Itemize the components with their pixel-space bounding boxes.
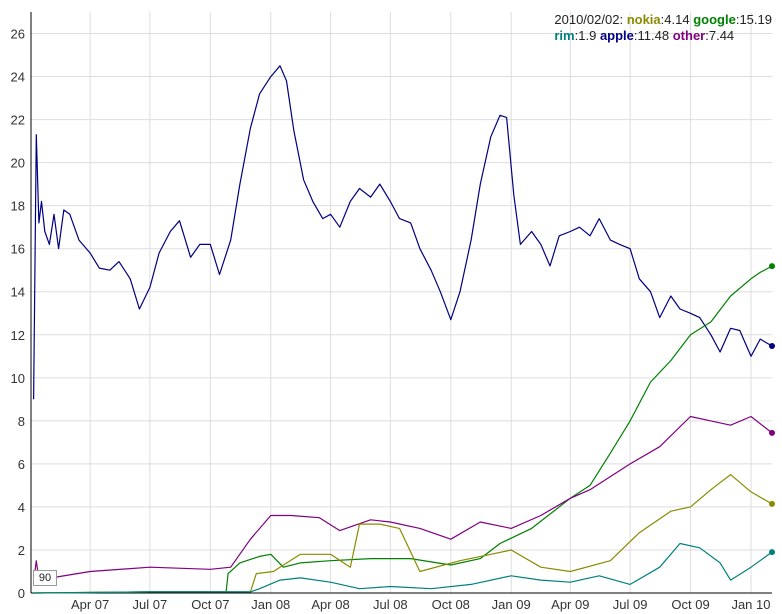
legend-google-value: 15.19 — [739, 12, 772, 27]
series-lines — [33, 65, 775, 594]
x-tick-label: Jan 09 — [492, 597, 531, 612]
series-line-google — [33, 265, 773, 594]
x-tick-label: Apr 07 — [71, 597, 109, 612]
legend-nokia-name: nokia — [626, 12, 661, 27]
legend-apple-name: apple — [599, 28, 634, 43]
legend-other-name: other — [672, 28, 706, 43]
y-tick-label: 14 — [11, 285, 25, 300]
series-line-other — [33, 415, 773, 583]
series-endpoint-other — [769, 429, 775, 436]
y-tick-label: 12 — [11, 328, 25, 343]
series-endpoint-apple — [769, 342, 775, 349]
y-tick-label: 10 — [11, 371, 25, 386]
x-tick-label: Oct 09 — [671, 597, 709, 612]
x-tick-label: Apr 09 — [551, 597, 589, 612]
y-tick-label: 26 — [11, 27, 25, 42]
legend-date: 2010/02/02: — [554, 12, 624, 27]
chart-legend: 2010/02/02: nokia:4.14 google:15.19 rim:… — [554, 12, 772, 44]
legend-row-1: 2010/02/02: nokia:4.14 google:15.19 — [554, 12, 772, 28]
x-tick-label: Jul 09 — [613, 597, 648, 612]
roll-period-input[interactable]: 90 — [33, 570, 57, 586]
y-tick-label: 24 — [11, 70, 25, 85]
series-endpoint-rim — [769, 549, 775, 556]
y-tick-label: 2 — [18, 543, 25, 558]
legend-other-value: 7.44 — [708, 28, 735, 43]
legend-rim-name: rim — [554, 28, 575, 43]
series-line-nokia — [33, 474, 773, 594]
y-tick-label: 8 — [18, 414, 25, 429]
x-tick-label: Jan 08 — [251, 597, 290, 612]
series-line-apple — [33, 65, 773, 400]
y-tick-label: 18 — [11, 199, 25, 214]
legend-google: google:15.19 — [693, 12, 772, 27]
y-tick-label: 6 — [18, 457, 25, 472]
x-tick-label: Oct 07 — [191, 597, 229, 612]
legend-google-name: google — [693, 12, 736, 27]
y-tick-label: 20 — [11, 156, 25, 171]
series-line-rim — [33, 542, 773, 594]
series-endpoint-nokia — [769, 500, 775, 507]
y-tick-label: 4 — [18, 500, 25, 515]
legend-row-2: rim:1.9 apple:11.48 other:7.44 — [554, 28, 772, 44]
legend-apple-value: 11.48 — [637, 28, 670, 43]
grid-lines — [31, 12, 772, 594]
x-tick-label: Apr 08 — [311, 597, 349, 612]
y-tick-label: 16 — [11, 242, 25, 257]
legend-rim: rim:1.9 — [554, 28, 597, 43]
axes — [30, 12, 772, 594]
legend-apple: apple:11.48 — [599, 28, 670, 43]
y-tick-label: 0 — [18, 586, 25, 601]
legend-nokia: nokia:4.14 — [626, 12, 690, 27]
y-tick-label: 22 — [11, 113, 25, 128]
x-tick-label: Jan 10 — [731, 597, 770, 612]
legend-rim-value: 1.9 — [578, 28, 597, 43]
legend-other: other:7.44 — [672, 28, 735, 43]
x-tick-label: Jul 07 — [133, 597, 168, 612]
x-tick-label: Jul 08 — [373, 597, 408, 612]
series-endpoint-google — [769, 263, 775, 270]
legend-nokia-value: 4.14 — [664, 12, 690, 27]
x-tick-label: Oct 08 — [432, 597, 470, 612]
